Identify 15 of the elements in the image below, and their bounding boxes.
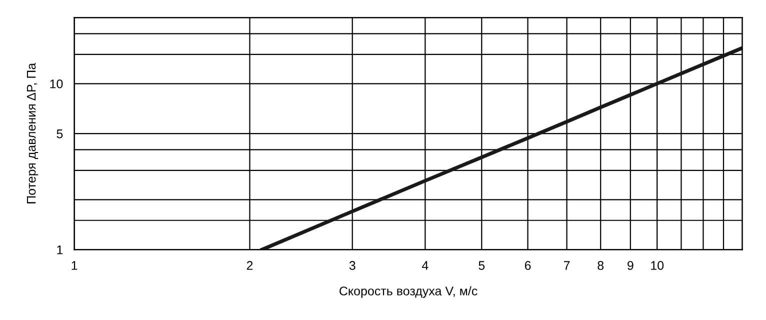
x-tick-label: 2 [246, 261, 253, 270]
x-axis-title: Скорость воздуха V, м/с [340, 286, 478, 298]
y-tick-label: 5 [56, 130, 63, 138]
y-tick-label: 10 [50, 79, 63, 88]
x-tick-label: 10 [651, 261, 664, 270]
x-tick-label: 3 [349, 261, 356, 270]
x-tick-label: 8 [598, 261, 604, 270]
x-tick-label: 4 [422, 261, 428, 270]
x-tick-label: 6 [524, 261, 531, 270]
y-tick-label: 1 [57, 246, 63, 254]
x-tick-label: 7 [564, 261, 570, 270]
x-tick-label: 5 [478, 261, 485, 270]
x-tick-label: 9 [628, 261, 634, 270]
y-axis-title: Потеря давления ΔP, Па [26, 62, 38, 204]
x-tick-label: 1 [72, 261, 78, 270]
